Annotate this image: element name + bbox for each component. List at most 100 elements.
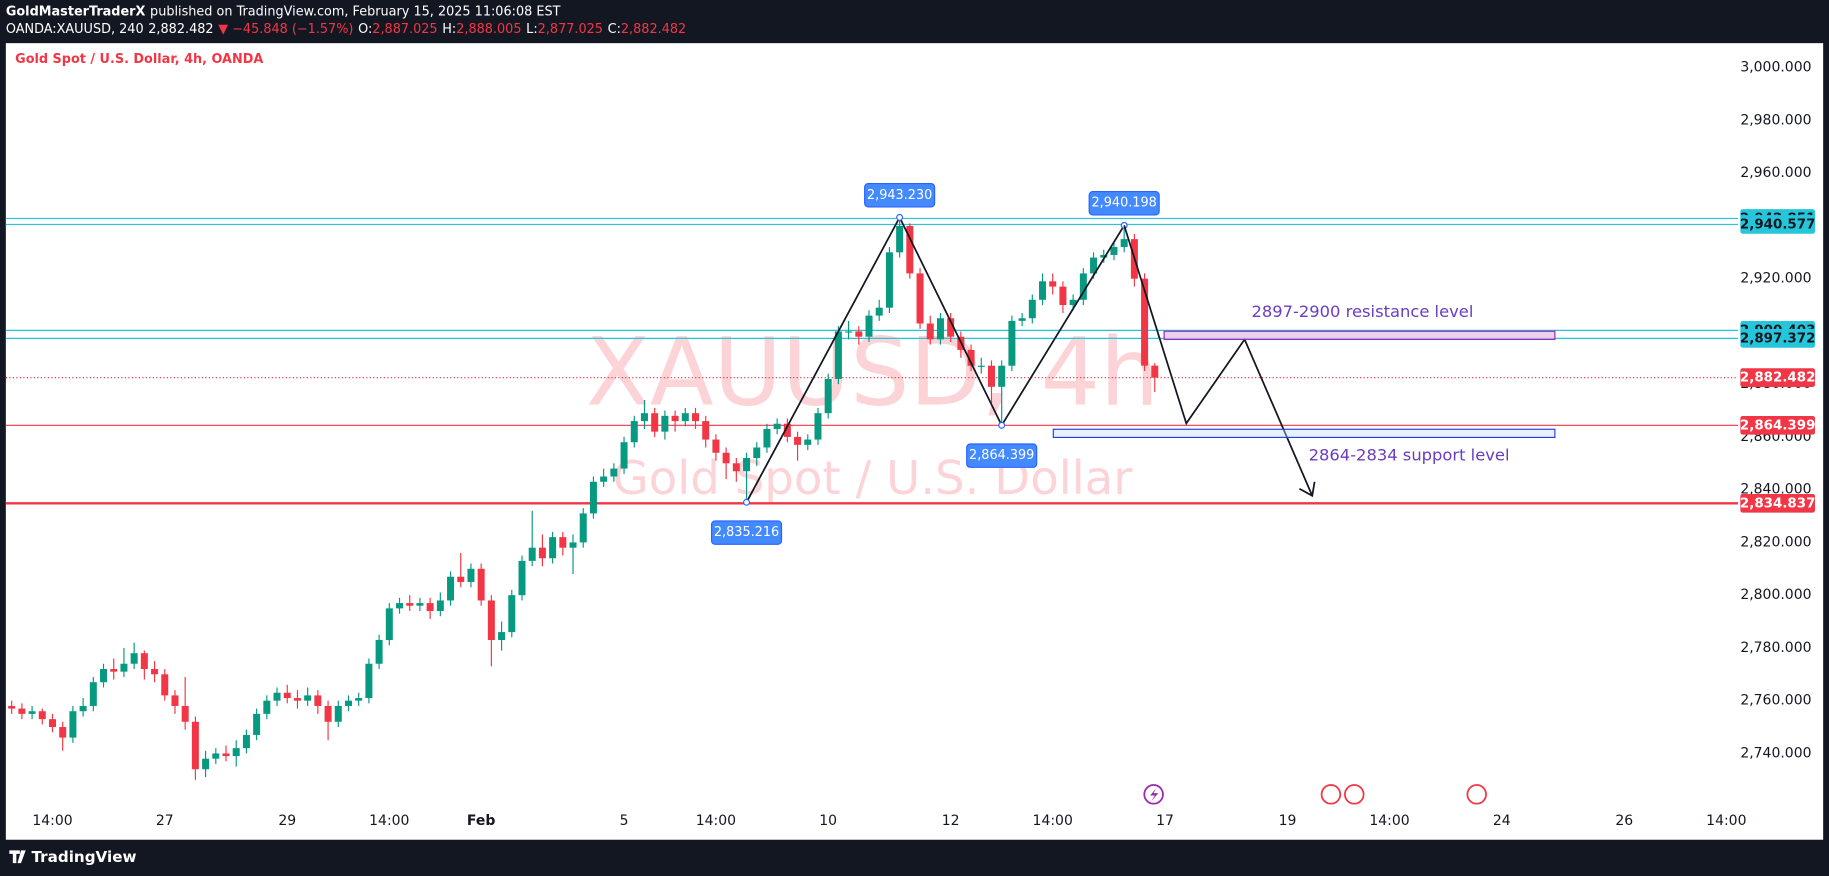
candle-body: [589, 481, 597, 514]
x-tick-label: 26: [1615, 813, 1633, 829]
candle-body: [977, 365, 985, 367]
change: ▼ −45.848 (−1.57%): [218, 22, 353, 37]
header-line-1: GoldMasterTraderX published on TradingVie…: [6, 4, 561, 19]
candle-body: [406, 603, 414, 606]
candle-body: [457, 576, 465, 582]
candle-body: [1141, 278, 1149, 366]
chart-panel: [5, 43, 1824, 840]
ohlc-key: O:: [358, 22, 372, 37]
callout-label: 2,943.230: [867, 188, 932, 203]
callout-label: 2,835.216: [714, 525, 779, 540]
candle-body: [447, 576, 455, 601]
candle-body: [59, 727, 67, 738]
candle-body: [906, 225, 914, 274]
support-label: 2864-2834 support level: [1309, 446, 1510, 465]
event-icon: [1320, 784, 1342, 805]
header-line-2: OANDA:XAUUSD, 240 2,882.482 ▼ −45.848 (−1.…: [6, 22, 686, 37]
candle-body: [161, 674, 169, 696]
candle-body: [834, 331, 842, 379]
candle-body: [814, 413, 822, 440]
candle-body: [355, 698, 363, 701]
published: published on TradingView.com, February 1…: [150, 4, 561, 19]
price-tag: [1740, 329, 1815, 348]
x-tick-label: Feb: [467, 813, 495, 829]
ohlc-key: L:: [526, 22, 537, 37]
candle-body: [845, 331, 853, 333]
candle-body: [110, 669, 118, 672]
event-icon-bolt: [1150, 788, 1159, 802]
candle-body: [120, 663, 128, 672]
author: GoldMasterTraderX: [6, 4, 146, 19]
candle-body: [794, 436, 802, 445]
callout-label: 2,940.198: [1092, 196, 1157, 211]
ohlc-value: 2,888.005: [456, 22, 521, 37]
x-tick-label: 14:00: [696, 813, 736, 829]
candle-body: [559, 537, 567, 548]
y-tick-label: 2,780.000: [1740, 640, 1811, 656]
candle-body: [273, 692, 281, 701]
y-tick-label: 2,920.000: [1740, 271, 1811, 287]
candle-body: [222, 753, 230, 757]
candle-body: [334, 705, 342, 722]
ohlc-value: 2,877.025: [538, 22, 603, 37]
last-price: 2,882.482: [148, 22, 213, 37]
candle-body: [916, 273, 924, 324]
resistance-zone: [1163, 330, 1556, 341]
candle-body: [181, 705, 189, 722]
x-tick-label: 5: [620, 813, 629, 829]
plot: 2,740.000 2,760.000 2,780.000 2,800.000 2,82…: [5, 60, 1815, 829]
candle-body: [692, 413, 699, 422]
candle-body: [89, 682, 97, 706]
candle-body: [487, 600, 495, 641]
symbol: OANDA:XAUUSD, 240: [6, 22, 144, 37]
candle-body: [232, 748, 240, 757]
candle-body: [385, 608, 393, 641]
candle-body: [202, 758, 210, 770]
candle-body: [1069, 299, 1077, 306]
candle-body: [1059, 286, 1067, 306]
candle-body: [569, 542, 577, 548]
candle-body: [38, 711, 46, 720]
event-icons: [1143, 784, 1487, 805]
callout-box: [1088, 190, 1160, 216]
y-tick-label: 3,000.000: [1740, 60, 1811, 76]
price-tag-label: 2,834.837: [1740, 496, 1815, 511]
callout-point: [896, 213, 904, 221]
candle-body: [191, 721, 199, 770]
callout-box: [864, 183, 936, 208]
candle-body: [426, 603, 434, 611]
candle-body: [630, 421, 638, 443]
x-tick-label: 17: [1156, 813, 1174, 829]
candle-body: [283, 692, 291, 699]
candle-body: [344, 700, 352, 706]
candle-body: [1028, 299, 1036, 319]
callout-point: [998, 421, 1006, 429]
candle-body: [620, 442, 628, 469]
candle-body: [375, 640, 383, 664]
callout-box: [710, 520, 783, 545]
candle-body: [538, 547, 546, 559]
candle-body: [304, 695, 312, 701]
candle-body: [743, 458, 751, 472]
candle-body: [579, 513, 587, 543]
candle-body: [875, 307, 883, 316]
candle-body: [171, 695, 179, 706]
price-tag-label: 2,864.399: [1740, 418, 1815, 433]
candle-body: [151, 669, 159, 675]
x-tick-label: 12: [942, 813, 960, 829]
candle-body: [8, 705, 16, 709]
candle-body: [732, 463, 740, 472]
candle-body: [1049, 281, 1057, 287]
support-zone: [1052, 428, 1556, 438]
candle-body: [1008, 320, 1016, 366]
x-tick-label: 14:00: [1369, 813, 1409, 829]
ohlc-key: C:: [608, 22, 621, 37]
candle-body: [18, 708, 26, 714]
footer-bar: [0, 839, 1829, 876]
candle-body: [396, 603, 404, 609]
candle-body: [753, 447, 761, 459]
x-tick-label: 19: [1279, 813, 1297, 829]
candle-body: [498, 632, 506, 641]
candle-body: [640, 413, 648, 422]
